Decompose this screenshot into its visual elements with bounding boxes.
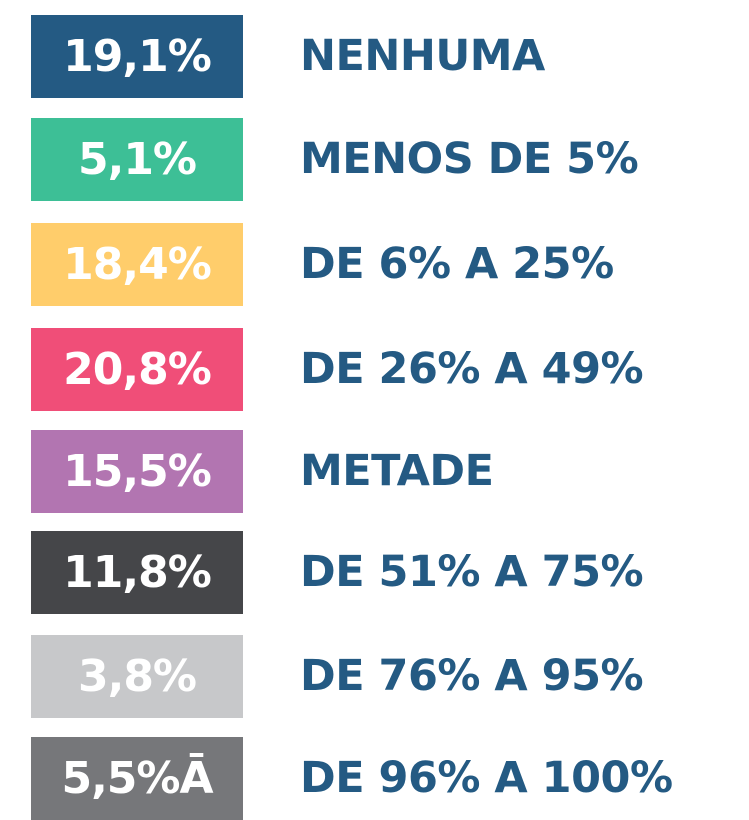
- value-box: 3,8%: [31, 635, 243, 718]
- value-box: 20,8%: [31, 328, 243, 411]
- value-box: 18,4%: [31, 223, 243, 306]
- value-box: 11,8%: [31, 531, 243, 614]
- category-label: NENHUMA: [300, 31, 545, 81]
- category-label: DE 6% A 25%: [300, 239, 614, 289]
- legend-row: 3,8% DE 76% A 95%: [0, 635, 749, 718]
- legend-row: 5,1% MENOS DE 5%: [0, 118, 749, 201]
- value-box: 19,1%: [31, 15, 243, 98]
- legend-row: 11,8% DE 51% A 75%: [0, 531, 749, 614]
- category-label: DE 76% A 95%: [300, 651, 644, 701]
- category-label: DE 51% A 75%: [300, 547, 644, 597]
- value-box: 15,5%: [31, 430, 243, 513]
- legend-row: 15,5% METADE: [0, 430, 749, 513]
- legend-row: 5,5%Ā DE 96% A 100%: [0, 737, 749, 820]
- value-box: 5,5%Ā: [31, 737, 243, 820]
- legend-row: 20,8% DE 26% A 49%: [0, 328, 749, 411]
- category-label: DE 96% A 100%: [300, 753, 673, 803]
- category-label: METADE: [300, 446, 494, 496]
- legend-row: 19,1% NENHUMA: [0, 15, 749, 98]
- category-label: MENOS DE 5%: [300, 134, 639, 184]
- legend-row: 18,4% DE 6% A 25%: [0, 223, 749, 306]
- value-box: 5,1%: [31, 118, 243, 201]
- category-label: DE 26% A 49%: [300, 344, 644, 394]
